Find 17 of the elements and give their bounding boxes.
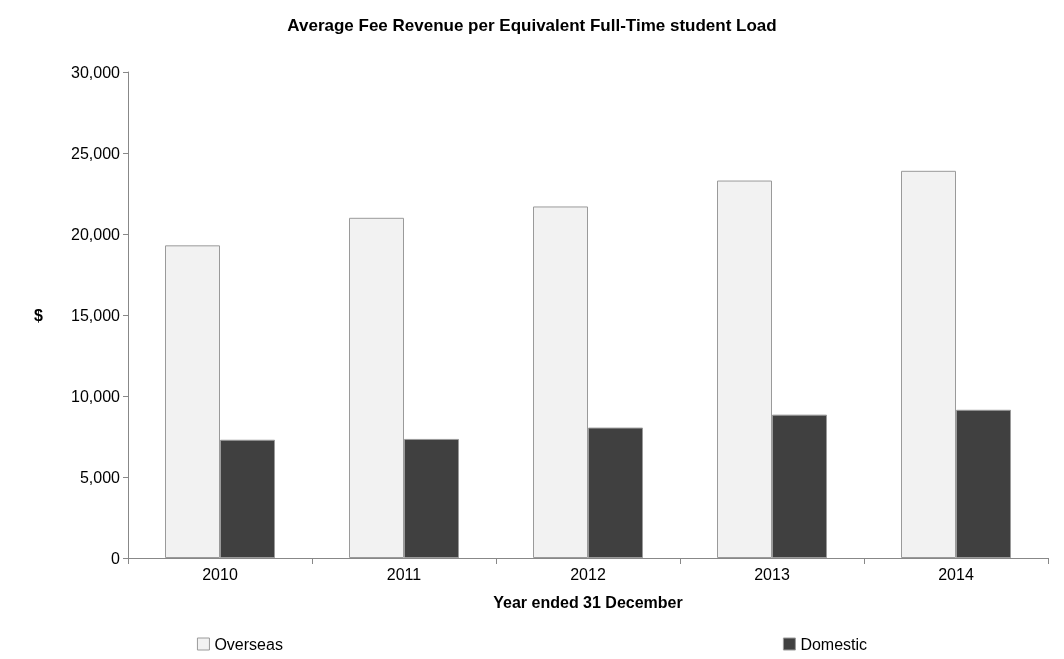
y-tick-label: 10,000: [71, 387, 121, 405]
y-tick-label: 5,000: [79, 468, 121, 486]
y-tick-label: 15,000: [71, 306, 121, 324]
y-tick-label: 25,000: [71, 144, 121, 162]
x-tick-label: 2011: [386, 565, 422, 583]
x-tick-label: 2013: [754, 565, 790, 583]
x-tick-label: 2014: [938, 565, 974, 583]
legend-label: Domestic: [800, 635, 868, 653]
legend-label: Overseas: [214, 635, 283, 653]
y-tick-label: 20,000: [71, 225, 121, 243]
chart-title: Average Fee Revenue per Equivalent Full-Time student Load: [287, 16, 777, 35]
x-axis-title: Year ended 31 December: [493, 593, 683, 611]
x-tick-label: 2012: [570, 565, 606, 583]
y-axis-title: $: [34, 306, 44, 324]
y-tick-label: 0: [111, 549, 121, 567]
x-tick-label: 2010: [202, 565, 238, 583]
y-tick-label: 30,000: [71, 63, 121, 81]
